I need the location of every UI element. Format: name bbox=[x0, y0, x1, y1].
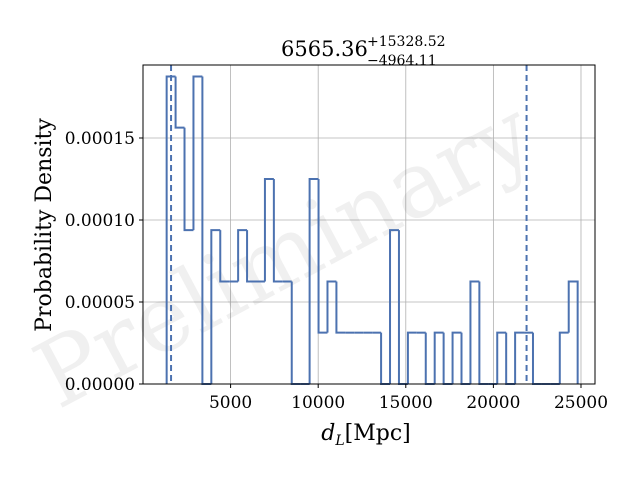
histogram-bin bbox=[272, 178, 283, 283]
histogram-bin bbox=[335, 281, 346, 334]
y-tick-label: 0.00015 bbox=[65, 129, 135, 149]
x-axis-sub: L bbox=[334, 433, 344, 449]
histogram-bin bbox=[165, 75, 176, 384]
histogram-bin bbox=[389, 229, 399, 384]
histogram-bin bbox=[210, 229, 221, 384]
histogram-bin bbox=[192, 75, 203, 231]
histogram-bin bbox=[406, 331, 417, 384]
histogram-bin bbox=[433, 331, 444, 384]
histogram-bin bbox=[531, 332, 542, 385]
histogram-bin bbox=[380, 332, 391, 385]
x-axis-ticks: 5000 10000 15000 20000 25000 bbox=[209, 384, 608, 413]
title-lower-error: −4964.11 bbox=[367, 53, 437, 69]
plot-frame bbox=[142, 64, 596, 385]
x-axis-var: d bbox=[321, 421, 335, 446]
x-axis-label: dL[Mpc] bbox=[321, 421, 411, 449]
histogram-bin bbox=[263, 177, 274, 282]
y-tick-label: 0.00005 bbox=[65, 293, 135, 313]
histogram-bin bbox=[567, 280, 579, 384]
histogram-bin bbox=[317, 178, 328, 334]
histogram-bin bbox=[505, 332, 516, 385]
title-upper-error: +15328.52 bbox=[367, 34, 446, 50]
histogram-bin bbox=[326, 280, 337, 333]
credible-interval-lines bbox=[170, 65, 528, 384]
x-tick-label: 15000 bbox=[379, 393, 433, 413]
histogram-bin bbox=[219, 230, 230, 283]
x-tick-label: 20000 bbox=[466, 393, 520, 413]
y-axis-label: Probability Density bbox=[32, 118, 57, 332]
y-tick-label: 0.00010 bbox=[65, 211, 135, 231]
histogram-bin bbox=[451, 331, 462, 384]
histogram-bin bbox=[424, 332, 435, 385]
histogram-bin bbox=[442, 332, 453, 385]
x-tick-label: 25000 bbox=[554, 393, 608, 413]
histogram-bin bbox=[478, 281, 489, 385]
histogram-bin bbox=[246, 230, 256, 283]
histogram-bin bbox=[397, 230, 408, 385]
histogram-bin bbox=[469, 280, 480, 384]
title-value: 6565.36 bbox=[281, 37, 368, 61]
histogram-bin bbox=[496, 331, 507, 384]
x-axis-unit: [Mpc] bbox=[345, 421, 411, 446]
chart-title: 6565.36 bbox=[281, 37, 368, 61]
y-tick-label: 0.00000 bbox=[65, 375, 135, 395]
x-tick-label: 10000 bbox=[291, 393, 345, 413]
x-tick-label: 5000 bbox=[209, 393, 252, 413]
histogram-bin bbox=[237, 229, 248, 282]
histogram-bin bbox=[308, 177, 319, 384]
histogram-bin bbox=[460, 332, 471, 385]
histogram-bin bbox=[514, 331, 525, 384]
y-axis-ticks: 0.00000 0.00005 0.00010 0.00015 bbox=[65, 129, 143, 395]
histogram-bin bbox=[183, 127, 194, 232]
histogram-bin bbox=[174, 76, 185, 129]
histogram-bin bbox=[558, 331, 569, 384]
